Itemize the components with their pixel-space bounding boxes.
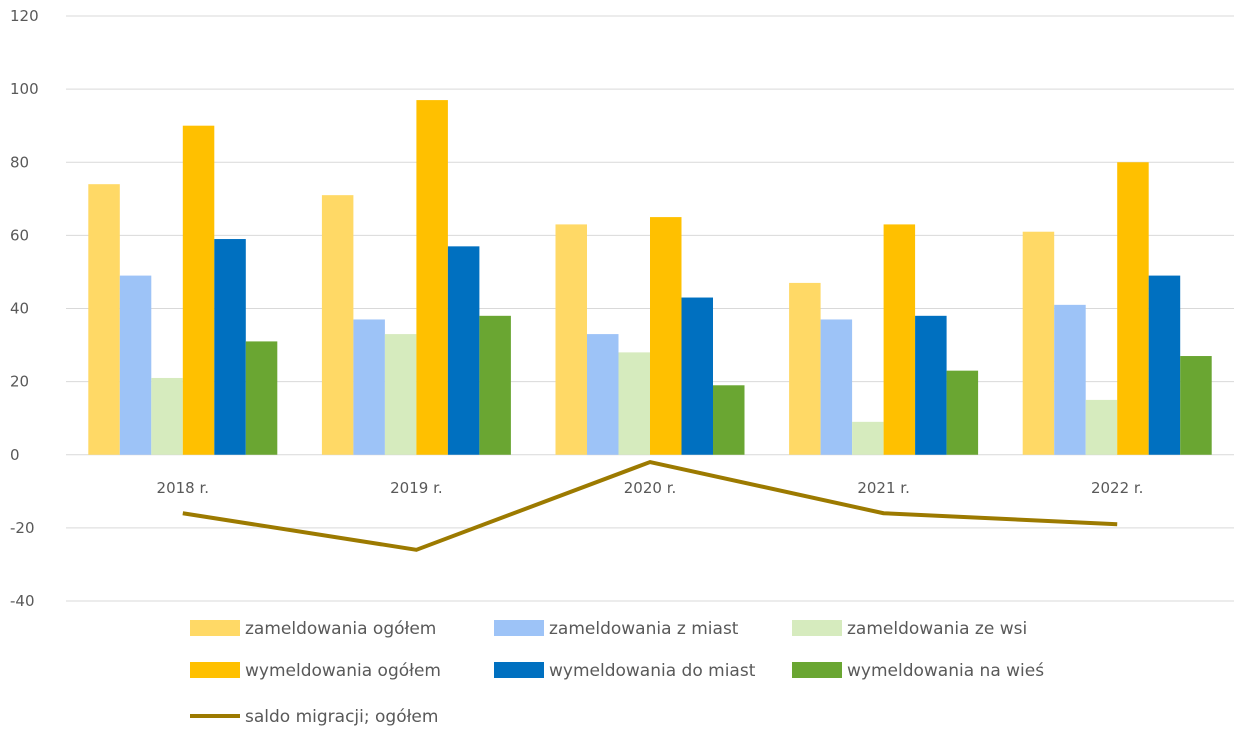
legend: zameldowania ogółem zameldowania z miast z… [190,619,1044,727]
x-category-label: 2018 r. [157,479,210,497]
y-tick-label: -40 [10,592,35,610]
legend-label: wymeldowania na wieś [847,661,1044,681]
line-series [183,462,1118,550]
line-series-path [183,462,1117,550]
bar [416,100,448,455]
bar [353,319,385,454]
bar [1149,276,1181,455]
bar [587,334,619,455]
y-axis-tick-labels: 120 100 80 60 40 20 0 -20 -40 [10,7,39,610]
bar [385,334,417,455]
y-tick-label: 60 [10,226,29,244]
y-tick-label: 80 [10,153,29,171]
legend-label: wymeldowania ogółem [245,661,441,681]
bar [322,195,354,455]
y-tick-label: 0 [10,446,20,464]
y-tick-label: 20 [10,373,29,391]
bar [947,371,979,455]
legend-swatch [792,620,842,636]
y-tick-label: 120 [10,7,39,25]
bar [246,341,277,454]
bar [821,319,853,454]
legend-swatch [792,662,842,678]
legend-item: wymeldowania do miast [494,661,756,681]
bar [479,316,511,455]
bar [1180,356,1212,455]
bars [88,100,1211,455]
x-category-label: 2022 r. [1091,479,1144,497]
x-category-label: 2021 r. [857,479,910,497]
bar [1023,232,1054,455]
x-axis-category-labels: 2018 r. 2019 r. 2020 r. 2021 r. 2022 r. [157,479,1144,497]
legend-item: wymeldowania na wieś [792,661,1044,681]
legend-swatch [494,662,544,678]
y-tick-label: 100 [10,80,39,98]
legend-swatch [190,662,240,678]
x-category-label: 2020 r. [624,479,677,497]
bar [915,316,947,455]
bar [1054,305,1086,455]
bar [183,126,215,455]
bar [1117,162,1149,455]
legend-item: zameldowania ogółem [190,619,436,639]
y-tick-label: -20 [10,519,35,537]
bar [448,246,480,454]
legend-label: zameldowania ogółem [245,619,436,639]
bar [713,385,745,454]
legend-swatch [190,620,240,636]
legend-item: zameldowania ze wsi [792,619,1027,639]
legend-label: wymeldowania do miast [549,661,756,681]
bar [151,378,183,455]
bar [852,422,884,455]
bar [88,184,120,455]
bar [1086,400,1118,455]
y-tick-label: 40 [10,300,29,318]
bar [650,217,682,455]
legend-label: zameldowania z miast [549,619,739,639]
bar [789,283,821,455]
legend-label: saldo migracji; ogółem [245,707,438,727]
bar [214,239,246,455]
legend-item: zameldowania z miast [494,619,739,639]
bar [619,352,651,454]
legend-label: zameldowania ze wsi [847,619,1027,639]
legend-item: wymeldowania ogółem [190,661,441,681]
bar [556,224,588,454]
bar [884,224,916,454]
bar [682,298,714,455]
bar [120,276,152,455]
legend-item: saldo migracji; ogółem [190,707,438,727]
x-category-label: 2019 r. [390,479,443,497]
legend-swatch [494,620,544,636]
